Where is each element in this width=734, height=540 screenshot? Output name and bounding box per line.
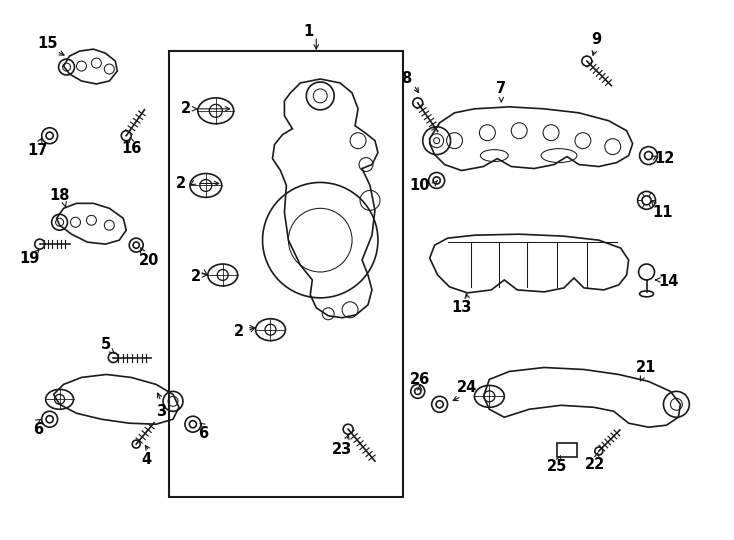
- Text: 23: 23: [332, 442, 352, 457]
- Text: 6: 6: [197, 426, 208, 441]
- Text: 10: 10: [410, 178, 430, 193]
- Text: 3: 3: [156, 404, 166, 418]
- Text: 14: 14: [658, 274, 679, 289]
- Text: 17: 17: [27, 143, 48, 158]
- Text: 22: 22: [585, 457, 605, 472]
- Text: 19: 19: [20, 251, 40, 266]
- Text: 4: 4: [141, 451, 151, 467]
- Text: 21: 21: [636, 360, 657, 375]
- Text: 24: 24: [457, 380, 478, 395]
- Bar: [557, 443, 577, 457]
- Text: 20: 20: [139, 253, 159, 267]
- Text: 7: 7: [496, 82, 506, 97]
- Text: 13: 13: [451, 300, 472, 315]
- Bar: [169, 51, 403, 497]
- Text: 16: 16: [121, 141, 142, 156]
- Text: 6: 6: [32, 422, 43, 437]
- Text: 8: 8: [401, 71, 411, 86]
- Text: 2: 2: [181, 102, 191, 116]
- Text: 18: 18: [49, 188, 70, 203]
- Text: 25: 25: [547, 460, 567, 475]
- Text: 5: 5: [101, 337, 112, 352]
- Text: 2: 2: [191, 269, 201, 285]
- Text: 9: 9: [592, 32, 602, 46]
- Text: 12: 12: [654, 151, 675, 166]
- Text: 2: 2: [233, 324, 244, 339]
- Text: 1: 1: [303, 24, 313, 39]
- Text: 2: 2: [176, 176, 186, 191]
- Text: 15: 15: [37, 36, 58, 51]
- Text: 26: 26: [410, 372, 430, 387]
- Text: 11: 11: [653, 205, 673, 220]
